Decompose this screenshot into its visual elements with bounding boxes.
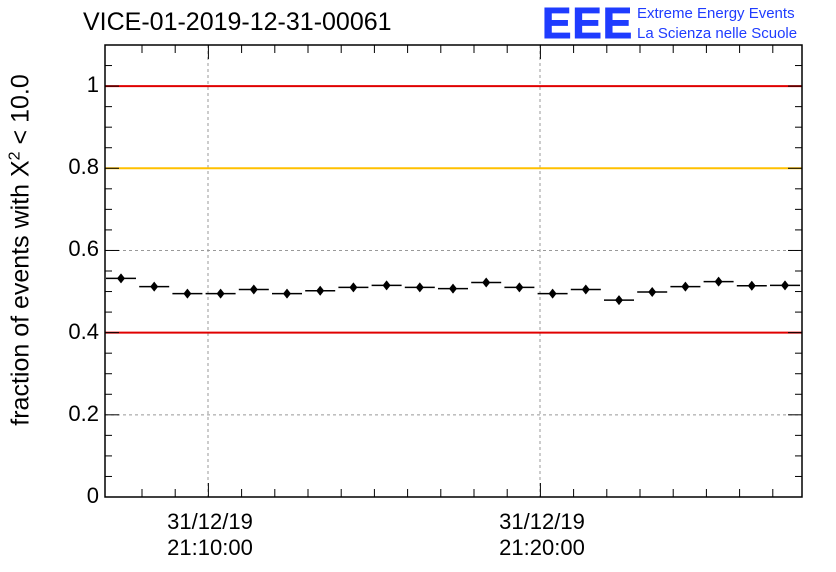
axis-ticks [105,44,802,498]
x-tick-date: 31/12/19 [167,509,253,534]
logo-line-2: La Scienza nelle Scuole [637,25,798,42]
x-tick-label: 31/12/19 21:10:00 [167,509,253,561]
data-point [415,282,424,293]
data-point [150,281,159,292]
reference-lines [105,85,802,334]
y-tick-label: 1 [86,72,99,98]
y-axis-label: fraction of events with X2 < 10.0 [6,74,35,425]
data-point [615,295,623,306]
y-tick-label: 0 [86,483,99,508]
grid-layer [105,45,802,497]
logo-line-1: Extreme Energy Events [637,5,795,22]
x-tick-label: 31/12/19 21:20:00 [499,509,585,561]
data-point [747,280,756,291]
y-tick-label: 0.4 [68,318,99,344]
y-axis-label-sup: 2 [6,151,24,161]
data-point [515,282,524,293]
eee-logo: EEE Extreme Energy Events La Scienza nel… [541,0,832,48]
data-point [449,283,457,294]
y-tick-label: 0.6 [68,236,99,262]
data-point [382,280,391,291]
data-point [781,280,789,291]
y-axis-label-suffix: < 10.0 [6,74,35,152]
data-point [648,286,657,297]
data-point [548,288,557,299]
data-point [283,288,291,299]
x-tick-time: 21:20:00 [499,535,585,560]
y-tick-label: 0.8 [68,154,99,180]
data-point [482,277,491,288]
data-point [117,273,125,284]
logo-mark: EEE [541,0,634,48]
data-point [316,285,325,296]
y-tick-label: 0.2 [68,400,99,426]
data-point [249,284,258,295]
data-point [349,282,358,293]
x-tick-date: 31/12/19 [499,509,585,534]
data-point [714,276,723,287]
data-point [581,284,590,295]
data-point [183,288,192,299]
data-points [106,273,800,306]
plot-frame [104,44,803,498]
data-point [216,288,225,299]
chart-title: VICE-01-2019-12-31-00061 [83,8,392,36]
x-tick-time: 21:10:00 [167,535,253,560]
y-axis-label-prefix: fraction of events with X [6,160,35,426]
data-point [681,281,690,292]
